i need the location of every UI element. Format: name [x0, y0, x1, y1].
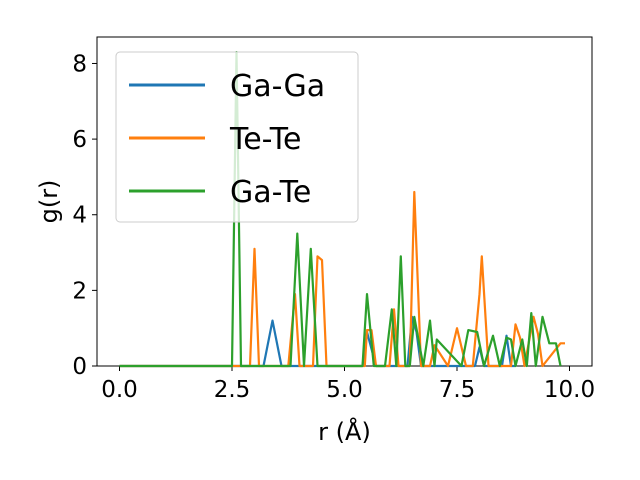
y-axis-label: g(r)	[35, 180, 63, 224]
y-tick-label: 8	[72, 51, 87, 77]
x-tick-label: 2.5	[214, 377, 251, 403]
series-line-te-te	[119, 190, 565, 368]
x-tick-label: 10.0	[544, 377, 595, 403]
legend-label-ga-ga: Ga-Ga	[230, 69, 325, 104]
series-lines	[119, 50, 565, 368]
legend-label-te-te: Te-Te	[229, 122, 301, 157]
legend-box	[115, 51, 359, 223]
y-tick-label: 4	[72, 203, 87, 229]
x-axis-label: r (Å)	[318, 417, 371, 446]
x-tick-label: 5.0	[326, 377, 363, 403]
x-tick-label: 7.5	[439, 377, 476, 403]
legend: Ga-Ga Te-Te Ga-Te	[115, 51, 359, 223]
y-tick-label: 0	[72, 354, 87, 380]
y-tick-label: 6	[72, 127, 87, 153]
x-tick-label: 0.0	[101, 377, 138, 403]
legend-label-ga-te: Ga-Te	[230, 175, 311, 210]
y-tick-label: 2	[72, 278, 87, 304]
axes: 0.0 2.5 5.0 7.5 10.0 0 2 4 6 8	[72, 36, 595, 403]
series-line-ga-te	[119, 50, 562, 368]
